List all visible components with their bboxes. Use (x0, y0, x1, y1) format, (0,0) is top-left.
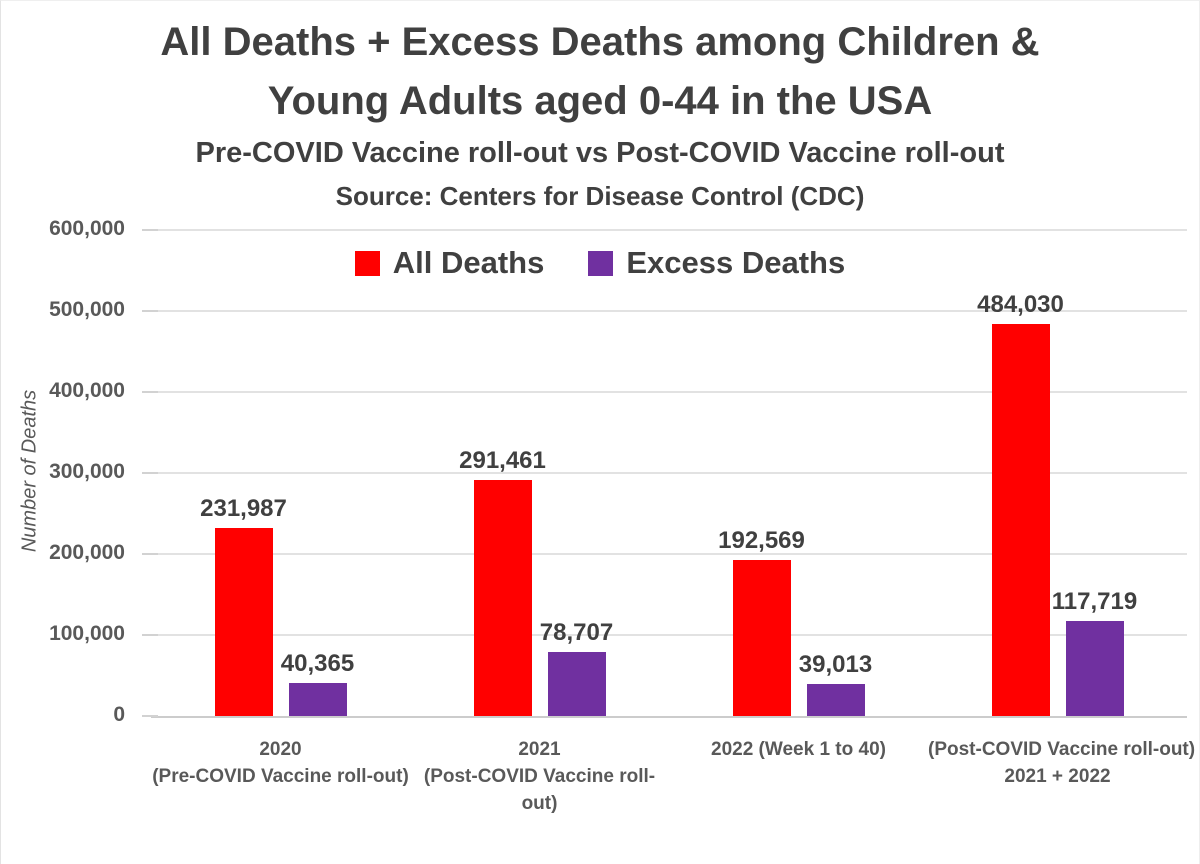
y-tick-mark-600-000 (142, 229, 158, 231)
gridline-500-000 (151, 310, 1187, 312)
gridline-300-000 (151, 472, 1187, 474)
excess-deaths-bar-2020-pre-covid-vaccine-roll-out: 40,365 (281, 650, 354, 716)
y-tick-mark-400-000 (142, 391, 158, 393)
legend-item-excess-deaths: Excess Deaths (588, 245, 845, 281)
all-deaths-value-label-2020-pre-covid-vaccine-roll-out: 231,987 (200, 495, 287, 522)
x-category-label-line: 2022 (Week 1 to 40) (711, 739, 886, 760)
all-deaths-bar-post-covid-vaccine-roll-out-2021-2022: 484,030 (977, 291, 1064, 716)
gridline-400-000 (151, 391, 1187, 393)
all-deaths-bar-2022-week-1-to-40: 192,569 (718, 527, 805, 716)
plot-area: 231,987 40,365 291,461 78,707 192,569 39,013 4… (142, 229, 1187, 718)
legend: All Deaths Excess Deaths (1, 245, 1199, 281)
all-deaths-bar-2021-post-covid-vaccine-roll-out: 291,461 (459, 447, 546, 716)
all-deaths-value-label-2022-week-1-to-40: 192,569 (718, 527, 805, 554)
all-deaths-value-label-2021-post-covid-vaccine-roll-out: 291,461 (459, 447, 546, 474)
y-tick-label-600-000: 600,000 (49, 217, 125, 240)
x-category-label-line: 2021 + 2022 (1004, 766, 1111, 787)
excess-deaths-bar-post-covid-vaccine-roll-out-2021-2022: 117,719 (1052, 588, 1137, 716)
y-tick-label-100-000: 100,000 (49, 622, 125, 645)
y-tick-label-400-000: 400,000 (49, 379, 125, 402)
x-category-label-line: (Post-COVID Vaccine roll- (423, 766, 656, 787)
x-category-label-3: 2022 (Week 1 to 40) (669, 736, 928, 763)
x-axis-labels: 2020 (Pre-COVID Vaccine roll-out) 2021 (Pos… (151, 736, 1196, 826)
gridline-600-000 (151, 229, 1187, 231)
y-tick-label-500-000: 500,000 (49, 298, 125, 321)
excess-deaths-bar-2022-week-1-to-40: 39,013 (799, 651, 872, 716)
y-tick-mark-200-000 (142, 553, 158, 555)
bar-group-2022-week-1-to-40: 192,569 39,013 (669, 230, 928, 716)
y-tick-label-0: 0 (113, 703, 125, 726)
x-category-label-4: (Post-COVID Vaccine roll-out) 2021 + 2022 (928, 736, 1196, 790)
x-category-label-line: out) (521, 793, 558, 814)
excess-deaths-value-label-2020-pre-covid-vaccine-roll-out: 40,365 (280, 650, 355, 677)
y-tick-mark-0 (142, 715, 158, 717)
x-category-label-line: 2020 (259, 739, 302, 760)
legend-item-all-deaths: All Deaths (354, 245, 545, 281)
x-category-label-line: (Post-COVID Vaccine roll-out) (928, 739, 1196, 760)
y-tick-mark-100-000 (142, 634, 158, 636)
excess-deaths-value-label-2021-post-covid-vaccine-roll-out: 78,707 (539, 619, 614, 646)
legend-label-excess-deaths: Excess Deaths (626, 245, 846, 280)
legend-label-all-deaths: All Deaths (392, 245, 545, 280)
legend-swatch-all-deaths (354, 250, 380, 276)
bar-group-post-covid-vaccine-roll-out-2021-2022: 484,030 117,719 (928, 230, 1187, 716)
excess-deaths-bar-2021-post-covid-vaccine-roll-out: 78,707 (540, 619, 613, 716)
y-tick-mark-500-000 (142, 310, 158, 312)
all-deaths-bar-2020-pre-covid-vaccine-roll-out: 231,987 (200, 495, 287, 716)
chart-subtitle: Pre-COVID Vaccine roll-out vs Post-COVID… (195, 137, 1005, 169)
bar-group-2020-pre-covid-vaccine-roll-out: 231,987 40,365 (151, 230, 410, 716)
chart-header: All Deaths + Excess Deaths among Childre… (1, 13, 1199, 216)
all-deaths-value-label-post-covid-vaccine-roll-out-2021-2022: 484,030 (977, 291, 1064, 318)
x-category-label-line: (Pre-COVID Vaccine roll-out) (152, 766, 409, 787)
bar-group-2021-post-covid-vaccine-roll-out: 291,461 78,707 (410, 230, 669, 716)
x-category-label-1: 2020 (Pre-COVID Vaccine roll-out) (151, 736, 410, 790)
x-category-label-line: 2021 (518, 739, 561, 760)
gridline-200-000 (151, 553, 1187, 555)
chart-source: Source: Centers for Disease Control (CDC… (335, 181, 865, 211)
gridline-100-000 (151, 634, 1187, 636)
chart-title-line2: Young Adults aged 0-44 in the USA (267, 79, 933, 123)
legend-swatch-excess-deaths (588, 250, 614, 276)
y-tick-label-200-000: 200,000 (49, 541, 125, 564)
excess-deaths-value-label-post-covid-vaccine-roll-out-2021-2022: 117,719 (1051, 588, 1138, 615)
x-category-label-2: 2021 (Post-COVID Vaccine roll-out) (410, 736, 669, 817)
y-tick-label-300-000: 300,000 (49, 460, 125, 483)
excess-deaths-value-label-2022-week-1-to-40: 39,013 (798, 651, 873, 678)
chart-title-line1: All Deaths + Excess Deaths among Childre… (160, 20, 1040, 64)
y-tick-mark-300-000 (142, 472, 158, 474)
